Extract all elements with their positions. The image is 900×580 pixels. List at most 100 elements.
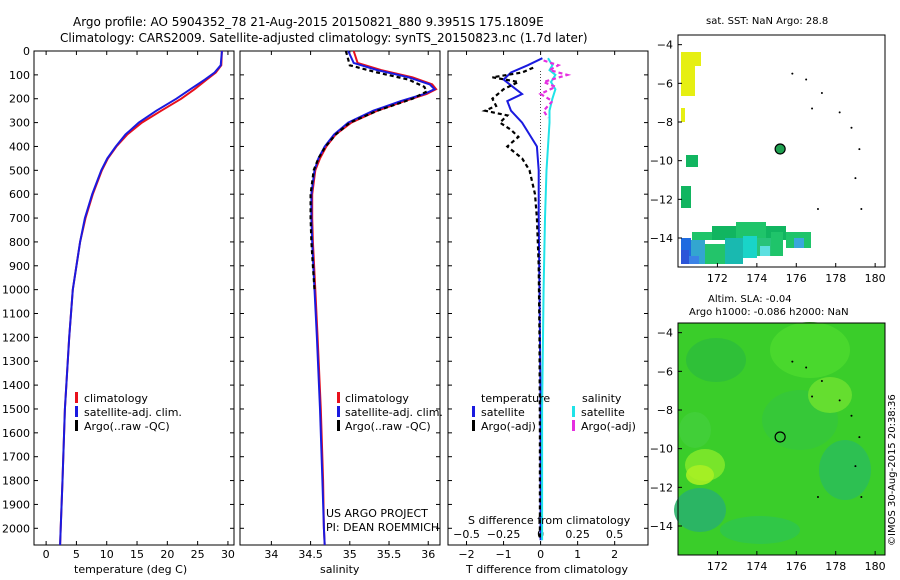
x-tick-label: 34.5 (298, 548, 323, 561)
depth-tick-label: 1300 (2, 355, 30, 368)
temperature-series (59, 50, 223, 546)
depth-tick-label: 1800 (2, 475, 30, 488)
legend-label-argo: Argo(..raw -QC) (84, 420, 170, 433)
sla-map-axes: 172 174 176 178 180 −4 −6 −8 −10 −12 −14 (650, 327, 886, 573)
sst-cell (705, 244, 725, 264)
sst-map-panel: sat. SST: NaN Argo: 28.8 172 174 176 178 180… (650, 16, 886, 285)
sst-map-frame (677, 34, 886, 268)
legend-swatch-s-satellite (572, 406, 575, 417)
x-tick-label: 34 (264, 548, 278, 561)
legend-label-s-satellite: satellite (581, 406, 625, 419)
float-track-dot (811, 107, 814, 110)
sst-cell (686, 155, 698, 167)
s-difference-xlabel: S difference from climatology (468, 514, 631, 527)
map-x-tick-label: 172 (707, 560, 728, 573)
depth-tick-label: 1100 (2, 308, 30, 321)
series-line-1 (310, 50, 437, 546)
argo-position-marker (774, 431, 786, 443)
depth-tick-label: 400 (9, 140, 30, 153)
map-y-tick-label: −8 (657, 404, 673, 417)
float-track-dot (860, 208, 863, 210)
imos-stamp: ©IMOS 30-Aug-2015 20:38:36 (887, 394, 898, 546)
map-y-tick-label: −12 (650, 481, 673, 494)
series-line-1 (59, 50, 223, 546)
sla-field-blob (686, 465, 714, 485)
map-y-tick-label: −6 (657, 77, 673, 90)
legend-swatch-argo (75, 420, 78, 431)
float-track-dot (850, 126, 853, 129)
x-tick-label: −0.5 (453, 528, 480, 541)
series-line-3 (538, 59, 572, 119)
sla-field-blob (720, 516, 800, 544)
float-track-dot (820, 92, 823, 94)
depth-tick-label: 300 (9, 117, 30, 130)
sst-cell (794, 238, 804, 248)
legend-label-t-argo: Argo(-adj) (481, 420, 536, 433)
map-x-tick-label: 176 (786, 272, 807, 285)
sla-map-subtitle: Argo h1000: -0.086 h2000: NaN (689, 307, 849, 318)
x-tick-label: 10 (100, 548, 114, 561)
depth-tick-label: 500 (9, 164, 30, 177)
legend-swatch-climatology (337, 392, 340, 403)
salinity-legend: climatology satellite-adj. clim. Argo(..… (337, 392, 443, 433)
sst-map-axes: 172 174 176 178 180 −4 −6 −8 −10 −12 −14 (650, 39, 886, 285)
sst-cell (743, 236, 757, 258)
sst-cell (692, 232, 712, 240)
float-track-dot (805, 366, 808, 369)
x-tick-label: 30 (221, 548, 235, 561)
float-track-dot (838, 399, 841, 402)
x-tick-label: −0.25 (487, 528, 521, 541)
x-tick-label: 35.5 (377, 548, 402, 561)
sla-map-panel: Altim. SLA: -0.04 Argo h1000: -0.086 h20… (650, 294, 886, 573)
float-track-dot (816, 496, 819, 498)
temperature-xlabel: temperature (deg C) (74, 563, 187, 576)
pi-credit: PI: DEAN ROEMMICH (326, 521, 439, 534)
float-track-dot (811, 395, 814, 398)
depth-tick-label: 200 (9, 93, 30, 106)
x-tick-label: −2 (458, 548, 474, 561)
x-tick-label: −1 (495, 548, 511, 561)
sst-cell (736, 222, 766, 240)
series-line-1 (481, 66, 542, 541)
legend-label-satellite: satellite-adj. clim. (84, 406, 182, 419)
depth-tick-label: 600 (9, 188, 30, 201)
title-line-2: Climatology: CARS2009. Satellite-adjuste… (60, 31, 588, 45)
temperature-legend: climatology satellite-adj. clim. Argo(..… (75, 392, 182, 433)
x-tick-label: 0 (537, 548, 544, 561)
legend-swatch-t-argo (472, 420, 475, 431)
map-x-tick-label: 174 (746, 272, 767, 285)
map-x-tick-label: 172 (707, 272, 728, 285)
legend-label-climatology: climatology (345, 392, 409, 405)
sst-cell (681, 52, 695, 96)
depth-tick-label: 1500 (2, 403, 30, 416)
difference-x-axes: −2 −1 0 1 2−0.5 −0.25 0 0.25 0.5 (453, 51, 623, 561)
series-line-0 (502, 57, 543, 541)
depth-tick-label: 1900 (2, 498, 30, 511)
legend-swatch-satellite (75, 406, 78, 417)
x-tick-label: 1 (574, 548, 581, 561)
map-x-tick-label: 180 (865, 272, 886, 285)
float-track-dot (805, 78, 808, 81)
salinity-axes-frame (239, 50, 441, 546)
sst-float-tracks (791, 72, 863, 210)
float-track-dot (816, 208, 819, 210)
float-track-dot (791, 360, 794, 363)
float-track-dot (850, 414, 853, 417)
depth-axis: 0 100 200 300 400 500 600 700 800 900 1000 1100 1200… (2, 45, 648, 535)
map-y-tick-label: −6 (657, 365, 673, 378)
legend-swatch-s-argo (572, 420, 575, 431)
x-tick-label: 2 (611, 548, 618, 561)
legend-label-t-satellite: satellite (481, 406, 525, 419)
x-tick-label: 0.25 (565, 528, 590, 541)
t-difference-xlabel: T difference from climatology (465, 563, 628, 576)
argo-position-marker (774, 143, 786, 155)
depth-tick-label: 2000 (2, 522, 30, 535)
x-tick-label: 35 (343, 548, 357, 561)
series-line-0 (59, 50, 223, 546)
map-y-tick-label: −14 (650, 520, 673, 533)
map-y-tick-label: −4 (657, 327, 673, 340)
legend-title-temperature: temperature (481, 392, 550, 405)
project-credit: US ARGO PROJECT (326, 507, 428, 520)
map-y-tick-label: −8 (657, 116, 673, 129)
